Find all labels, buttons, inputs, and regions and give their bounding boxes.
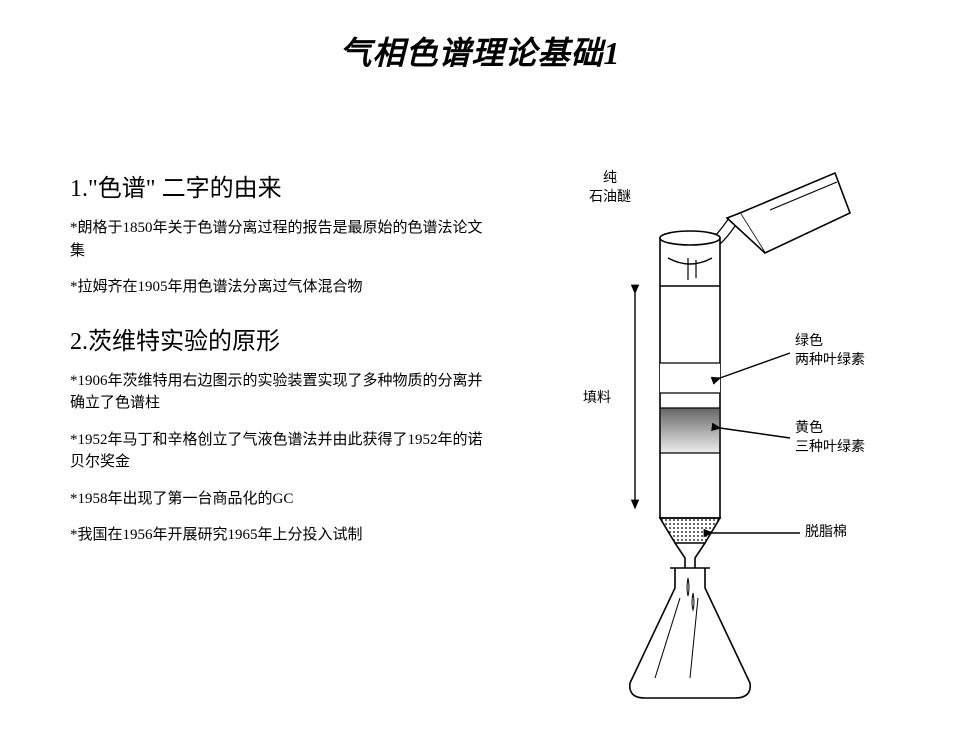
column <box>660 231 720 573</box>
label-yellow: 黄色三种叶绿素 <box>795 420 895 458</box>
label-packing: 填料 <box>572 390 622 409</box>
flask <box>630 568 750 698</box>
section2-bullet3: *1958年出现了第一台商品化的GC <box>70 488 490 511</box>
section2-heading: 2.茨维特实验的原形 <box>70 321 490 356</box>
section2-bullet4: *我国在1956年开展研究1965年上分投入试制 <box>70 524 490 547</box>
text-content: 1."色谱" 二字的由来 *朗格于1850年关于色谱分离过程的报告是最原始的色谱… <box>70 158 490 561</box>
section1-bullet1: *朗格于1850年关于色谱分离过程的报告是最原始的色谱法论文集 <box>70 217 490 262</box>
section1-heading: 1."色谱" 二字的由来 <box>70 168 490 203</box>
label-solvent: 纯石油醚 <box>580 170 640 208</box>
label-cotton: 脱脂棉 <box>805 524 885 543</box>
page-title: 气相色谱理论基础1 <box>0 28 960 74</box>
apparatus-diagram: 纯石油醚 填料 绿色两种叶绿素 黄色三种叶绿素 脱脂棉 <box>540 158 920 718</box>
label-green: 绿色两种叶绿素 <box>795 333 895 371</box>
section1-bullet2: *拉姆齐在1905年用色谱法分离过气体混合物 <box>70 276 490 299</box>
section2-bullet1: *1906年茨维特用右边图示的实验装置实现了多种物质的分离并确立了色谱柱 <box>70 370 490 415</box>
section2-bullet2: *1952年马丁和辛格创立了气液色谱法并由此获得了1952年的诺贝尔奖金 <box>70 429 490 474</box>
